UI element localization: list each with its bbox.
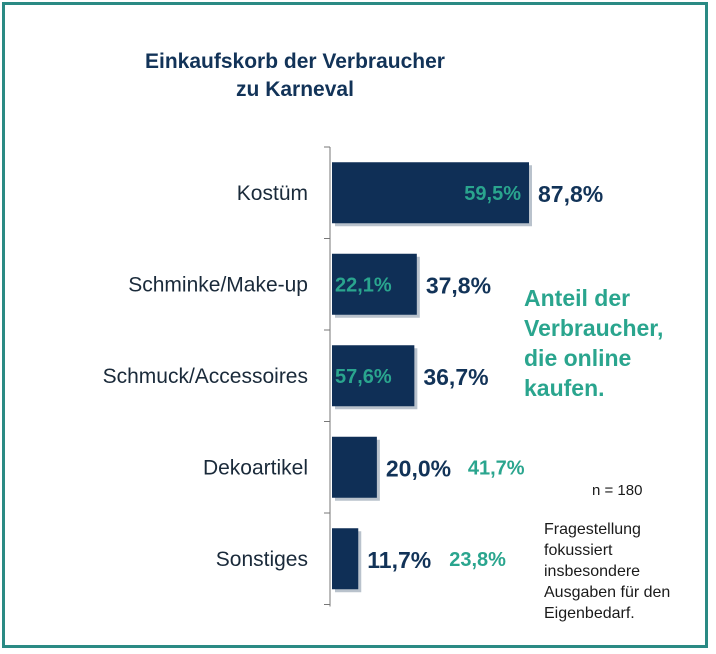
category-label: Sonstiges	[216, 548, 308, 571]
online-note-line: Anteil der	[524, 285, 631, 311]
bar	[332, 253, 417, 315]
data-label: 87,8%	[538, 181, 603, 207]
footnote-line: Fragestellung	[544, 521, 641, 538]
footnote-line: insbesondere	[544, 563, 641, 580]
online-share-note: Anteil der Verbraucher, die online kaufe…	[524, 283, 704, 403]
online-share-label: 22,1%	[335, 274, 392, 296]
footnote: Fragestellung fokussiert insbesondere Au…	[544, 519, 704, 624]
data-label: 36,7%	[423, 364, 488, 390]
online-note-line: Verbraucher,	[524, 315, 664, 341]
online-share-label: 23,8%	[449, 549, 506, 571]
bar	[332, 528, 359, 590]
online-share-label: 57,6%	[335, 366, 392, 388]
footnote-line: Eigenbedarf.	[544, 605, 635, 622]
online-share-label: 41,7%	[468, 457, 525, 479]
sample-size-label: n = 180	[592, 482, 643, 499]
bar	[332, 345, 415, 407]
category-label: Dekoartikel	[203, 456, 308, 479]
bar	[332, 436, 377, 498]
chart-subtitle: zu Karneval	[236, 78, 354, 101]
online-note-line: die online	[524, 345, 632, 371]
chart-title-block: Einkaufskorb der Verbraucher zu Karneval	[120, 48, 470, 104]
data-label: 11,7%	[367, 547, 431, 573]
online-share-label: 59,5%	[464, 183, 521, 205]
footnote-line: fokussiert	[544, 542, 613, 559]
chart-title: Einkaufskorb der Verbraucher	[145, 50, 445, 73]
category-label: Schmuck/Accessoires	[103, 365, 308, 388]
bar	[332, 162, 529, 224]
footnote-line: Ausgaben für den	[544, 584, 671, 601]
data-label: 37,8%	[426, 272, 491, 298]
online-note-line: kaufen.	[524, 375, 605, 401]
category-label: Kostüm	[237, 182, 308, 205]
data-label: 20,0%	[386, 455, 451, 481]
chart-frame	[2, 2, 708, 648]
category-label: Schminke/Make-up	[128, 273, 308, 296]
